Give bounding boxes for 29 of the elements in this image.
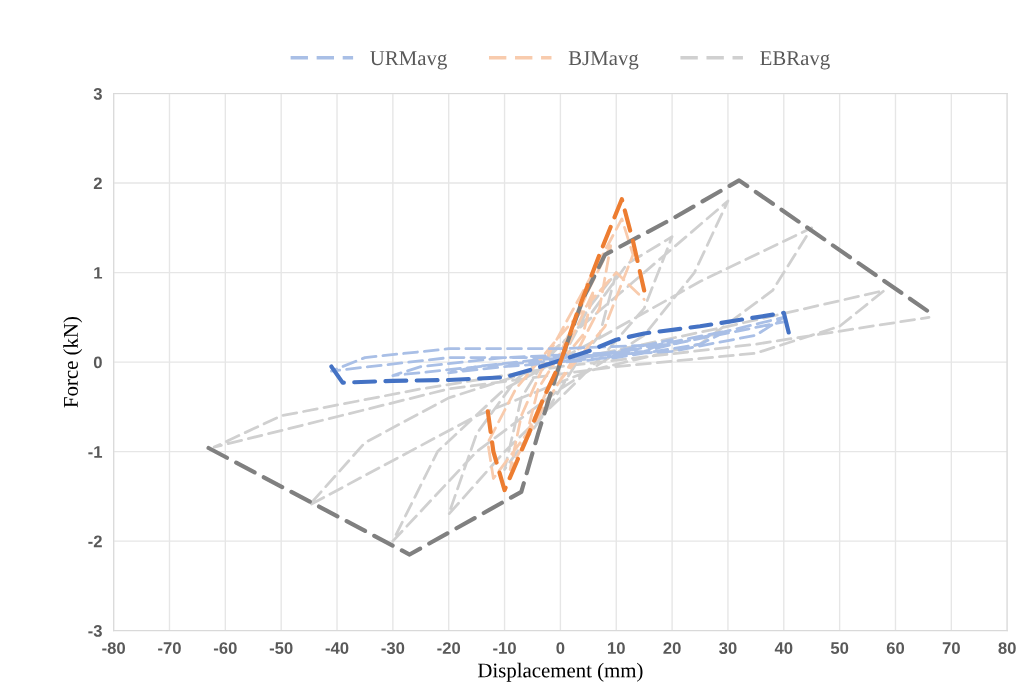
x-tick-label: 20: [663, 642, 681, 654]
x-tick-label: -30: [381, 642, 405, 655]
x-tick-label: -80: [102, 642, 125, 654]
x-tick-label: -10: [493, 642, 516, 654]
y-tick-label: -1: [88, 446, 103, 458]
y-axis-title: Force (kN): [63, 317, 83, 408]
x-tick-label: -60: [213, 642, 237, 654]
x-tick-label: -70: [158, 642, 181, 654]
legend-label: BJMavg: [568, 51, 639, 70]
x-tick-label: 0: [556, 642, 565, 654]
y-tick-label: -3: [88, 625, 102, 637]
x-tick-label: 40: [774, 642, 793, 654]
x-tick-label: -40: [325, 642, 349, 654]
x-tick-label: 50: [830, 642, 849, 654]
x-tick-label: 70: [942, 642, 960, 654]
x-tick-label: -20: [437, 642, 461, 654]
x-tick-label: 60: [886, 642, 905, 654]
x-tick-label: 80: [998, 642, 1016, 654]
y-tick-label: 0: [93, 356, 102, 369]
y-tick-label: -2: [88, 535, 102, 548]
x-tick-label: 10: [608, 642, 625, 654]
x-axis-title: Displacement (mm): [477, 662, 643, 682]
y-tick-label: 3: [93, 87, 102, 100]
x-tick-label: 30: [719, 642, 737, 655]
y-tick-label: 1: [94, 267, 103, 279]
legend-label: EBRavg: [760, 51, 830, 70]
y-tick-label: 2: [93, 177, 102, 190]
x-tick-label: -50: [269, 642, 293, 654]
legend-label: URMavg: [370, 51, 447, 70]
